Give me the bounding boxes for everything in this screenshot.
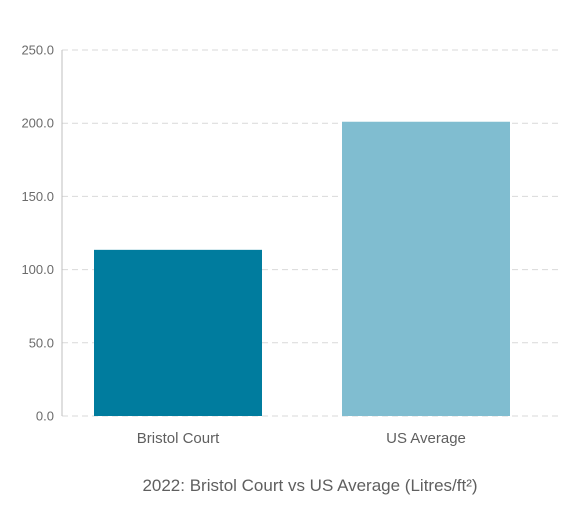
x-axis-ticks: Bristol Court US Average [137, 430, 466, 447]
y-tick-label: 250.0 [21, 43, 54, 58]
x-tick-label: Bristol Court [137, 430, 220, 447]
chart-title: 2022: Bristol Court vs US Average (Litre… [142, 476, 477, 495]
y-tick-label: 50.0 [29, 335, 54, 350]
x-tick-label: US Average [386, 430, 466, 447]
y-tick-label: 200.0 [21, 116, 54, 131]
bar-bristol-court [94, 249, 262, 416]
y-tick-label: 0.0 [36, 409, 54, 424]
y-axis-ticks: 0.0 50.0 100.0 150.0 200.0 250.0 [21, 43, 54, 424]
bar-us-average [342, 121, 510, 417]
y-tick-label: 150.0 [21, 189, 54, 204]
bars [94, 121, 510, 417]
y-tick-label: 100.0 [21, 262, 54, 277]
